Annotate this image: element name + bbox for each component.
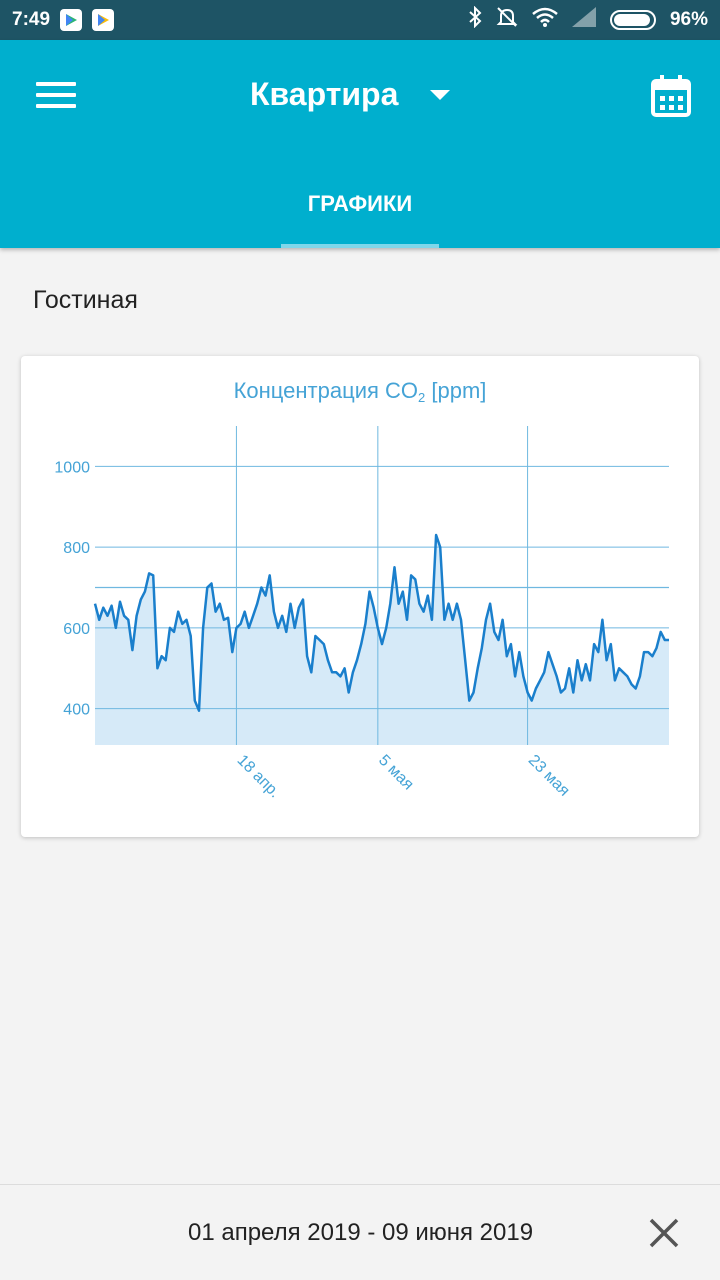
tab-charts-label: ГРАФИКИ (307, 191, 413, 216)
calendar-icon[interactable] (650, 74, 692, 118)
chart-title-unit: [ppm] (425, 378, 487, 403)
status-time: 7:49 (12, 9, 51, 30)
bottom-bar: 01 апреля 2019 - 09 июня 2019 (0, 1184, 720, 1280)
y-tick-label: 800 (63, 540, 90, 557)
y-tick-label: 400 (63, 702, 90, 719)
room-name: Гостиная (33, 286, 138, 314)
mute-icon (496, 6, 518, 34)
chart-title: Концентрация CO2 [ppm] (21, 378, 699, 405)
menu-icon[interactable] (36, 82, 76, 110)
play-store-icon (60, 9, 83, 31)
chart-card[interactable]: Концентрация CO2 [ppm] 400 600 800 1000 18 а… (21, 356, 699, 837)
co2-chart: 400 600 800 1000 18 апр. 5 мая 23 мая (54, 426, 669, 802)
x-tick-label: 5 мая (375, 752, 417, 794)
chart-title-subscript: 2 (418, 390, 426, 405)
wifi-icon (532, 7, 558, 33)
bluetooth-icon (468, 5, 482, 34)
page-title: Квартира (250, 76, 399, 112)
signal-icon (571, 7, 596, 33)
series-line (93, 533, 669, 712)
close-icon[interactable] (646, 1215, 682, 1251)
chart-area-fill (95, 535, 669, 745)
battery-icon (609, 10, 656, 30)
battery-percent: 96% (669, 9, 708, 30)
play-store-icon (92, 9, 115, 31)
x-tick-label: 23 мая (525, 752, 573, 800)
y-tick-label: 600 (63, 621, 90, 638)
caret-down-icon (430, 89, 451, 100)
location-dropdown[interactable]: Квартира (250, 76, 451, 113)
status-bar: 7:49 96% (0, 0, 720, 40)
app-bar: Квартира ГРАФИКИ (0, 40, 720, 248)
date-range[interactable]: 01 апреля 2019 - 09 июня 2019 (188, 1219, 534, 1246)
y-tick-label: 1000 (54, 459, 90, 476)
x-tick-label: 18 апр. (234, 752, 284, 802)
chart-title-main: Концентрация CO (233, 378, 419, 403)
tab-indicator (281, 244, 439, 248)
tab-charts[interactable]: ГРАФИКИ (281, 160, 439, 248)
